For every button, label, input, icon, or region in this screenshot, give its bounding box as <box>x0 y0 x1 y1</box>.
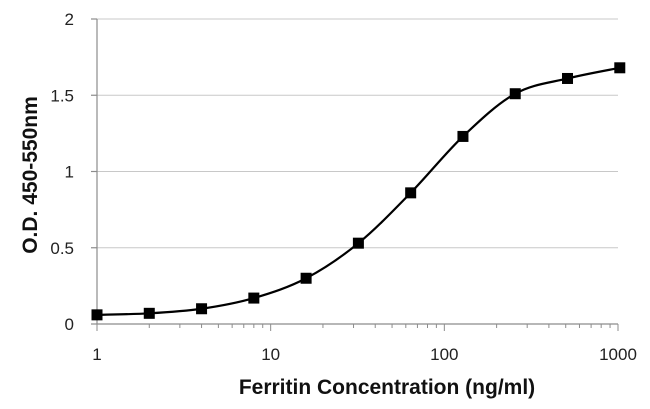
x-tick-label: 10 <box>261 345 280 364</box>
y-tick-label: 0 <box>65 315 74 334</box>
x-axis-title: Ferritin Concentration (ng/ml) <box>239 376 535 399</box>
data-point-marker <box>196 303 208 315</box>
x-tick-label: 1000 <box>599 345 637 364</box>
data-point-marker <box>143 307 155 319</box>
y-tick-label: 0.5 <box>50 239 74 258</box>
x-tick-label: 100 <box>430 345 458 364</box>
y-tick-label: 2 <box>65 10 74 29</box>
data-point-marker <box>405 187 417 199</box>
gridlines <box>97 18 618 249</box>
data-point-marker <box>562 72 574 84</box>
x-axis-ticks: 1 10 100 1000 <box>92 324 637 364</box>
y-axis-ticks: 0 0.5 1 1.5 2 <box>50 10 97 334</box>
y-tick-label: 1.5 <box>50 86 74 105</box>
data-point-marker <box>300 272 312 284</box>
data-point-marker <box>352 237 364 249</box>
y-axis-title: O.D. 450-550nm <box>19 96 42 254</box>
data-point-marker <box>248 292 260 304</box>
series-group <box>91 62 626 321</box>
data-point-marker <box>91 309 103 321</box>
series-line <box>96 66 621 316</box>
x-tick-label: 1 <box>92 345 101 364</box>
data-point-marker <box>457 130 469 142</box>
y-tick-label: 1 <box>65 163 74 182</box>
data-point-marker <box>614 62 626 74</box>
data-point-marker <box>509 88 521 100</box>
